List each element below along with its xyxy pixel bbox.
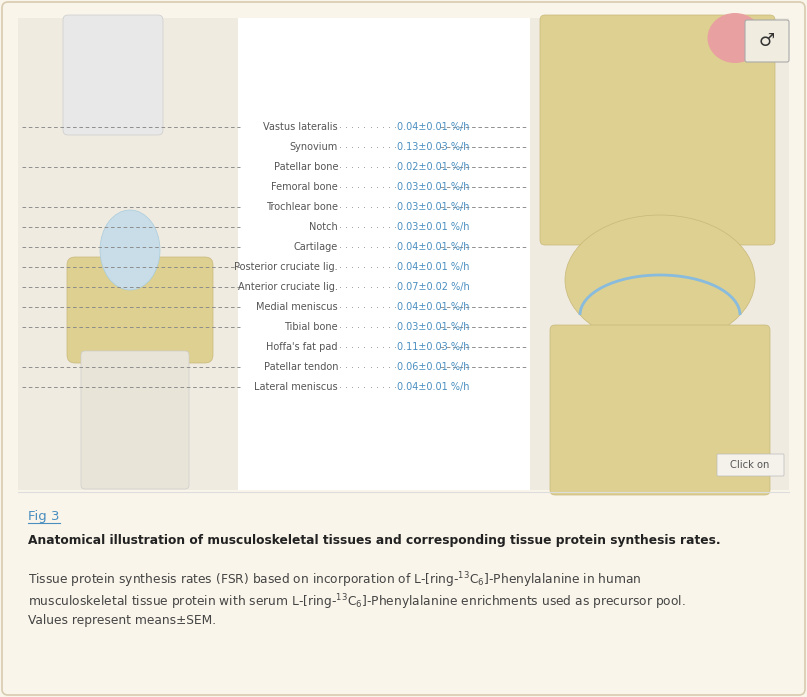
Text: Tibial bone: Tibial bone (284, 322, 338, 332)
Text: 0.03±0.01 %/h: 0.03±0.01 %/h (397, 202, 470, 212)
Text: Patellar tendon: Patellar tendon (264, 362, 338, 372)
Text: 0.04±0.01 %/h: 0.04±0.01 %/h (397, 242, 470, 252)
Text: Patellar bone: Patellar bone (274, 162, 338, 172)
Bar (530, 18, 789, 490)
Text: 0.03±0.01 %/h: 0.03±0.01 %/h (397, 182, 470, 192)
FancyBboxPatch shape (81, 351, 189, 489)
Text: Lateral meniscus: Lateral meniscus (254, 382, 338, 392)
Text: 0.04±0.01 %/h: 0.04±0.01 %/h (397, 262, 470, 272)
Ellipse shape (708, 13, 763, 63)
Text: Tissue protein synthesis rates (FSR) based on incorporation of L-[ring-$\mathreg: Tissue protein synthesis rates (FSR) bas… (28, 570, 642, 590)
Text: 0.04±0.01 %/h: 0.04±0.01 %/h (397, 382, 470, 392)
FancyBboxPatch shape (540, 15, 775, 245)
Text: Hoffa's fat pad: Hoffa's fat pad (266, 342, 338, 352)
Text: 0.04±0.01 %/h: 0.04±0.01 %/h (397, 302, 470, 312)
Text: Anterior cruciate lig.: Anterior cruciate lig. (238, 282, 338, 292)
Text: 0.03±0.01 %/h: 0.03±0.01 %/h (397, 322, 470, 332)
Bar (18, 18, 789, 490)
Text: Anatomical illustration of musculoskeletal tissues and corresponding tissue prot: Anatomical illustration of musculoskelet… (28, 534, 721, 547)
Text: Click on: Click on (730, 460, 770, 470)
Bar (18, 18, 238, 490)
Text: Synovium: Synovium (290, 142, 338, 152)
FancyBboxPatch shape (550, 325, 770, 495)
Text: 0.13±0.03 %/h: 0.13±0.03 %/h (397, 142, 470, 152)
Text: Fig 3: Fig 3 (28, 510, 60, 523)
Text: ♂: ♂ (759, 32, 775, 50)
Text: Posterior cruciate lig.: Posterior cruciate lig. (234, 262, 338, 272)
Text: 0.02±0.01 %/h: 0.02±0.01 %/h (397, 162, 470, 172)
FancyBboxPatch shape (63, 15, 163, 135)
Text: 0.07±0.02 %/h: 0.07±0.02 %/h (397, 282, 470, 292)
Text: Notch: Notch (309, 222, 338, 232)
FancyBboxPatch shape (67, 257, 213, 363)
Text: 0.06±0.01 %/h: 0.06±0.01 %/h (397, 362, 470, 372)
Text: Femoral bone: Femoral bone (271, 182, 338, 192)
Text: 0.04±0.01 %/h: 0.04±0.01 %/h (397, 122, 470, 132)
Text: Vastus lateralis: Vastus lateralis (263, 122, 338, 132)
Text: Trochlear bone: Trochlear bone (266, 202, 338, 212)
Text: Cartilage: Cartilage (294, 242, 338, 252)
Text: Values represent means±SEM.: Values represent means±SEM. (28, 614, 216, 627)
FancyBboxPatch shape (717, 454, 784, 476)
Text: musculoskeletal tissue protein with serum L-[ring-$\mathregular{^{13}C_6}$]-Phen: musculoskeletal tissue protein with seru… (28, 592, 686, 611)
Text: Medial meniscus: Medial meniscus (257, 302, 338, 312)
Text: 0.03±0.01 %/h: 0.03±0.01 %/h (397, 222, 470, 232)
Ellipse shape (100, 210, 160, 290)
Text: 0.11±0.03 %/h: 0.11±0.03 %/h (397, 342, 470, 352)
Ellipse shape (565, 215, 755, 345)
FancyBboxPatch shape (745, 20, 789, 62)
